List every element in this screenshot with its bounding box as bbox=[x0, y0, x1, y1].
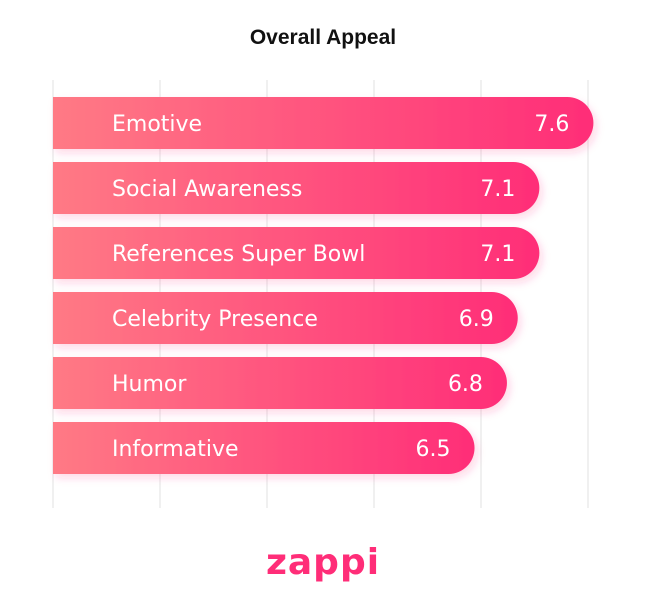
zappi-logo: zappi bbox=[265, 542, 381, 583]
bar-category-label: References Super Bowl bbox=[112, 242, 365, 267]
bar-category-label: Celebrity Presence bbox=[112, 307, 318, 332]
bar-value-label: 7.6 bbox=[534, 112, 569, 137]
bar-category-label: Humor bbox=[112, 372, 187, 397]
bar-group: References Super Bowl 7.1 bbox=[53, 227, 540, 279]
bar-category-label: Emotive bbox=[112, 112, 202, 137]
bar-category-label: Social Awareness bbox=[112, 177, 302, 202]
bar-group: Social Awareness 7.1 bbox=[53, 162, 540, 214]
bar-group: Celebrity Presence 6.9 bbox=[53, 292, 518, 344]
bar-value-label: 7.1 bbox=[480, 177, 515, 202]
bar bbox=[53, 227, 540, 279]
bar bbox=[53, 357, 507, 409]
bar bbox=[53, 422, 475, 474]
bar bbox=[53, 97, 594, 149]
bar-group: Informative 6.5 bbox=[53, 422, 475, 474]
bar-value-label: 6.5 bbox=[416, 437, 451, 462]
bar bbox=[53, 292, 518, 344]
bar bbox=[53, 162, 540, 214]
bar-group: Emotive 7.6 bbox=[53, 97, 594, 149]
bar-value-label: 7.1 bbox=[480, 242, 515, 267]
bar-category-label: Informative bbox=[112, 437, 239, 462]
bar-value-label: 6.9 bbox=[459, 307, 494, 332]
bar-group: Humor 6.8 bbox=[53, 357, 507, 409]
chart-title: Overall Appeal bbox=[249, 26, 397, 49]
bar-value-label: 6.8 bbox=[448, 372, 483, 397]
